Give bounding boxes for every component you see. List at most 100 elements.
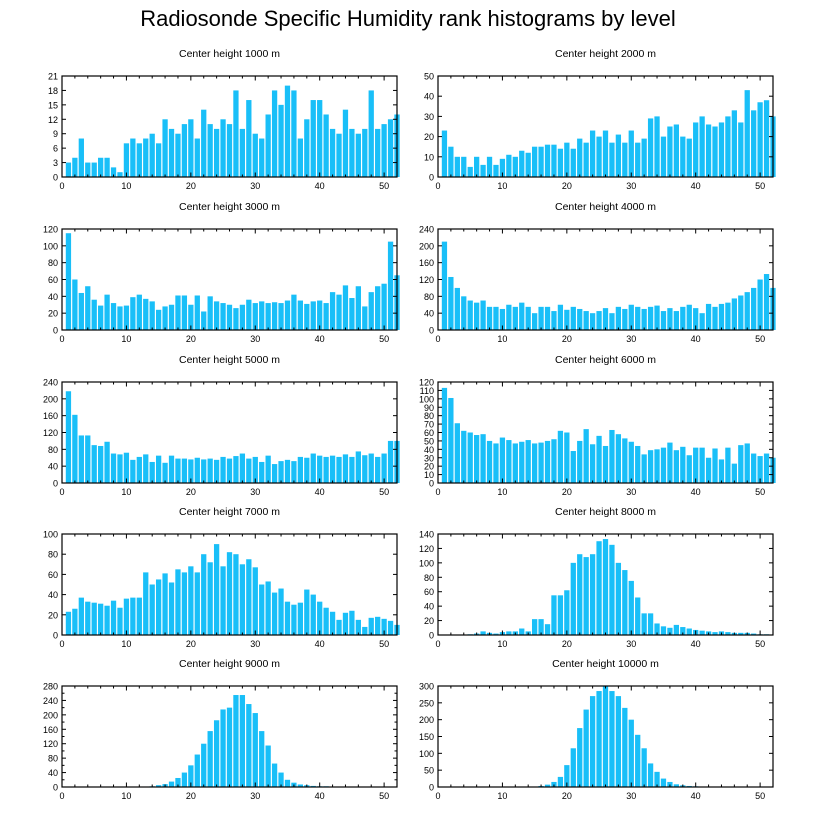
histogram-bar: [336, 619, 342, 635]
x-tick-label: 10: [121, 334, 131, 344]
histogram-bar: [98, 305, 104, 330]
x-tick-label: 50: [755, 181, 765, 191]
histogram-bar: [130, 459, 136, 483]
histogram-bar: [506, 154, 512, 177]
histogram-bar: [168, 304, 175, 330]
histogram-bar: [123, 452, 130, 483]
histogram-bar: [342, 612, 349, 635]
x-tick-label: 40: [315, 334, 325, 344]
histogram-bar: [673, 624, 679, 635]
histogram-bar: [641, 748, 647, 787]
histogram-bar: [85, 601, 91, 635]
histogram-bar: [220, 303, 226, 330]
x-tick-label: 0: [435, 334, 440, 344]
histogram-bar: [162, 462, 168, 483]
histogram-bar: [615, 306, 622, 330]
histogram-bar: [519, 150, 525, 177]
y-tick-label: 20: [424, 616, 434, 626]
y-tick-label: 0: [429, 631, 434, 641]
x-tick-label: 30: [250, 334, 260, 344]
histogram-bar: [233, 456, 239, 483]
histogram-bar: [207, 124, 213, 177]
histogram-bar: [355, 451, 361, 483]
histogram-bar: [291, 461, 297, 483]
histogram-bar: [577, 728, 583, 787]
histogram-bar: [104, 441, 110, 483]
histogram-bar: [744, 90, 750, 177]
histogram-bar: [544, 624, 551, 635]
histogram-bar: [596, 136, 602, 177]
x-tick-label: 10: [497, 639, 507, 649]
histogram-bar: [583, 557, 589, 635]
histogram-bar: [85, 435, 91, 483]
panel-title: Center height 9000 m: [179, 658, 280, 670]
x-tick-label: 50: [755, 791, 765, 801]
x-tick-label: 40: [315, 791, 325, 801]
histogram-bar: [149, 461, 155, 483]
histogram-bar: [686, 304, 692, 330]
histogram-bar: [259, 731, 265, 787]
histogram-bar: [181, 124, 188, 177]
histogram-bar: [570, 148, 576, 177]
x-tick-label: 10: [497, 487, 507, 497]
histogram-bar: [557, 148, 564, 177]
x-tick-label: 50: [755, 334, 765, 344]
histogram-bar: [454, 287, 460, 330]
histogram-bar: [602, 539, 609, 635]
histogram-bar: [246, 704, 252, 787]
x-tick-label: 50: [379, 334, 389, 344]
histogram-bar: [712, 126, 718, 177]
y-tick-label: 100: [419, 558, 434, 568]
histogram-bar: [441, 130, 448, 177]
histogram-bar: [233, 695, 239, 787]
histogram-bar: [188, 304, 194, 330]
x-tick-label: 10: [121, 639, 131, 649]
y-tick-label: 200: [43, 710, 58, 720]
histogram-bar: [467, 166, 473, 177]
histogram-bar: [686, 455, 692, 483]
histogram-bar: [317, 100, 323, 177]
histogram-bar: [660, 626, 667, 635]
y-tick-label: 120: [419, 378, 434, 388]
histogram-bar: [297, 456, 303, 483]
y-tick-label: 10: [424, 470, 434, 480]
histogram-bar: [362, 128, 368, 177]
histogram-bar: [763, 274, 770, 330]
histogram-bar: [751, 110, 757, 177]
histogram-bar: [551, 311, 557, 330]
histogram-bar: [602, 445, 609, 483]
histogram-bar: [175, 458, 181, 483]
y-tick-label: 150: [419, 732, 434, 742]
y-tick-label: 40: [48, 768, 58, 778]
histogram-bar: [557, 430, 564, 483]
histogram-bar: [91, 445, 97, 484]
y-tick-label: 120: [419, 275, 434, 285]
histogram-bar: [78, 435, 84, 483]
histogram-bar: [493, 633, 499, 635]
histogram-bar: [259, 461, 265, 483]
histogram-bar: [220, 709, 226, 787]
histogram-bar: [239, 128, 246, 177]
histogram-bar: [647, 306, 654, 330]
histogram-bar: [699, 116, 705, 177]
histogram-bar: [680, 446, 686, 483]
histogram-bar: [486, 440, 493, 483]
histogram-bar: [297, 784, 303, 787]
histogram-bar: [564, 590, 570, 635]
histogram-bar: [557, 595, 564, 635]
histogram-bar: [564, 765, 570, 787]
y-tick-label: 120: [43, 225, 58, 235]
y-tick-label: 80: [48, 445, 58, 455]
histogram-bar: [207, 731, 213, 787]
histogram-bar: [635, 306, 641, 330]
histogram-bar: [647, 450, 654, 483]
histogram-bar: [499, 437, 506, 483]
histogram-bar: [693, 122, 699, 177]
histogram-bar: [725, 116, 731, 177]
histogram-bar: [454, 156, 460, 177]
histogram-bar: [85, 162, 91, 177]
histogram-bar: [271, 763, 278, 787]
x-tick-label: 20: [186, 487, 196, 497]
histogram-bar: [647, 763, 654, 787]
histogram-bar: [441, 387, 448, 483]
